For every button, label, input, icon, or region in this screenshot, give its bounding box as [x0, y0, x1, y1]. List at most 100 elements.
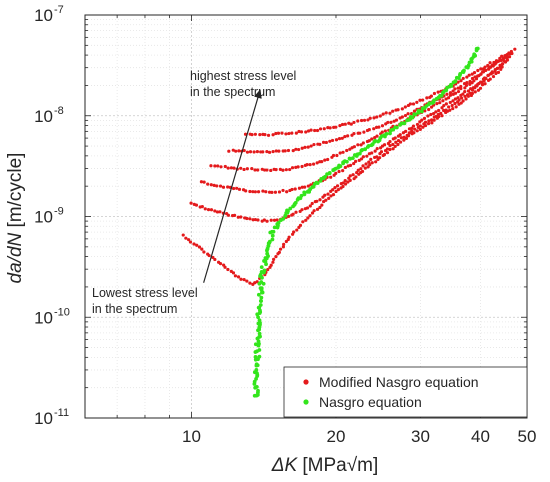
modified-nasgro-point — [404, 129, 408, 133]
modified-nasgro-point — [315, 207, 320, 211]
modified-nasgro-point — [364, 162, 368, 166]
modified-nasgro-point — [343, 135, 347, 139]
y-tick-label-base: 10 — [34, 6, 53, 25]
modified-nasgro-point — [361, 155, 365, 159]
modified-nasgro-point — [202, 250, 206, 254]
modified-nasgro-point — [206, 208, 211, 212]
nasgro-point — [262, 268, 267, 273]
modified-nasgro-point — [486, 63, 490, 68]
modified-nasgro-point — [456, 86, 460, 90]
modified-nasgro-point — [382, 152, 387, 157]
nasgro-point — [259, 295, 264, 300]
modified-nasgro-point — [445, 92, 449, 96]
x-tick-label: 50 — [518, 427, 537, 446]
modified-nasgro-point — [341, 150, 345, 154]
modified-nasgro-point — [434, 114, 438, 118]
nasgro-point — [472, 52, 477, 57]
modified-nasgro-point — [253, 190, 257, 194]
modified-nasgro-point — [412, 131, 416, 135]
modified-nasgro-point — [406, 112, 410, 116]
modified-nasgro-point — [393, 136, 397, 140]
modified-nasgro-point — [389, 120, 393, 124]
modified-nasgro-point — [412, 109, 417, 113]
modified-nasgro-point — [468, 91, 472, 95]
nasgro-point — [466, 63, 471, 68]
modified-nasgro-point — [242, 277, 246, 282]
modified-nasgro-point — [378, 114, 382, 118]
modified-nasgro-point — [466, 93, 470, 97]
modified-nasgro-point — [480, 83, 485, 87]
nasgro-point — [270, 237, 275, 242]
nasgro-point — [363, 147, 368, 152]
modified-nasgro-point — [490, 71, 494, 75]
modified-nasgro-point — [385, 151, 390, 155]
modified-nasgro-point — [189, 201, 193, 205]
modified-nasgro-point — [264, 190, 268, 194]
modified-nasgro-point — [304, 218, 308, 222]
modified-nasgro-point — [269, 168, 273, 173]
modified-nasgro-point — [373, 135, 377, 140]
x-tick-label: 30 — [411, 427, 430, 446]
modified-nasgro-point — [277, 250, 281, 254]
modified-nasgro-point — [226, 267, 230, 272]
modified-nasgro-point — [471, 86, 475, 90]
modified-nasgro-point — [391, 109, 395, 113]
modified-nasgro-point — [231, 148, 235, 152]
modified-nasgro-point — [415, 100, 419, 104]
nasgro-point — [258, 303, 263, 307]
modified-nasgro-point — [421, 98, 425, 102]
modified-nasgro-point — [266, 133, 271, 137]
modified-nasgro-point — [286, 148, 291, 153]
modified-nasgro-point — [203, 207, 207, 211]
series-nasgro — [252, 46, 480, 398]
modified-nasgro-point — [470, 76, 475, 81]
modified-nasgro-point — [429, 105, 434, 109]
nasgro-point — [254, 367, 259, 372]
modified-nasgro-point — [369, 157, 373, 161]
y-tick-label-base: 10 — [34, 208, 53, 227]
nasgro-point — [338, 164, 343, 169]
legend-marker-modified-nasgro — [303, 379, 309, 385]
modified-nasgro-point — [310, 201, 314, 206]
modified-nasgro-point — [293, 187, 297, 191]
modified-nasgro-point — [235, 186, 239, 190]
modified-nasgro-point — [437, 108, 441, 113]
plot-area — [181, 46, 517, 398]
y-tick-label-base: 10 — [34, 308, 53, 327]
x-tick-label: 10 — [182, 427, 201, 446]
modified-nasgro-point — [423, 109, 427, 113]
modified-nasgro-point — [271, 133, 275, 137]
modified-nasgro-point — [312, 142, 316, 147]
modified-nasgro-point — [338, 151, 342, 155]
modified-nasgro-point — [287, 214, 291, 218]
nasgro-point — [419, 109, 424, 114]
modified-nasgro-point — [334, 125, 338, 129]
modified-nasgro-point — [274, 255, 278, 259]
nasgro-point — [257, 335, 262, 339]
modified-nasgro-point — [237, 187, 242, 191]
modified-nasgro-point — [465, 80, 469, 85]
modified-nasgro-point — [391, 147, 395, 151]
modified-nasgro-point — [381, 112, 385, 116]
x-tick-label: 40 — [471, 427, 490, 446]
modified-nasgro-point — [459, 101, 463, 105]
modified-nasgro-point — [334, 189, 338, 194]
nasgro-point — [256, 315, 260, 320]
modified-nasgro-point — [305, 163, 309, 167]
modified-nasgro-point — [374, 160, 378, 164]
legend: Modified Nasgro equation Nasgro equation — [283, 366, 528, 418]
nasgro-point — [257, 325, 262, 330]
modified-nasgro-point — [448, 108, 452, 112]
modified-nasgro-point — [467, 73, 471, 77]
y-tick-label: 10 — [34, 208, 53, 227]
modified-nasgro-point — [300, 185, 304, 189]
modified-nasgro-point — [488, 61, 492, 65]
modified-nasgro-point — [250, 166, 254, 171]
modified-nasgro-point — [271, 149, 275, 154]
modified-nasgro-point — [218, 261, 223, 266]
modified-nasgro-point — [386, 120, 390, 125]
modified-nasgro-point — [282, 242, 286, 246]
highest-stress-line-1: highest stress level — [190, 69, 296, 83]
modified-nasgro-point — [388, 111, 392, 115]
modified-nasgro-point — [308, 204, 312, 208]
